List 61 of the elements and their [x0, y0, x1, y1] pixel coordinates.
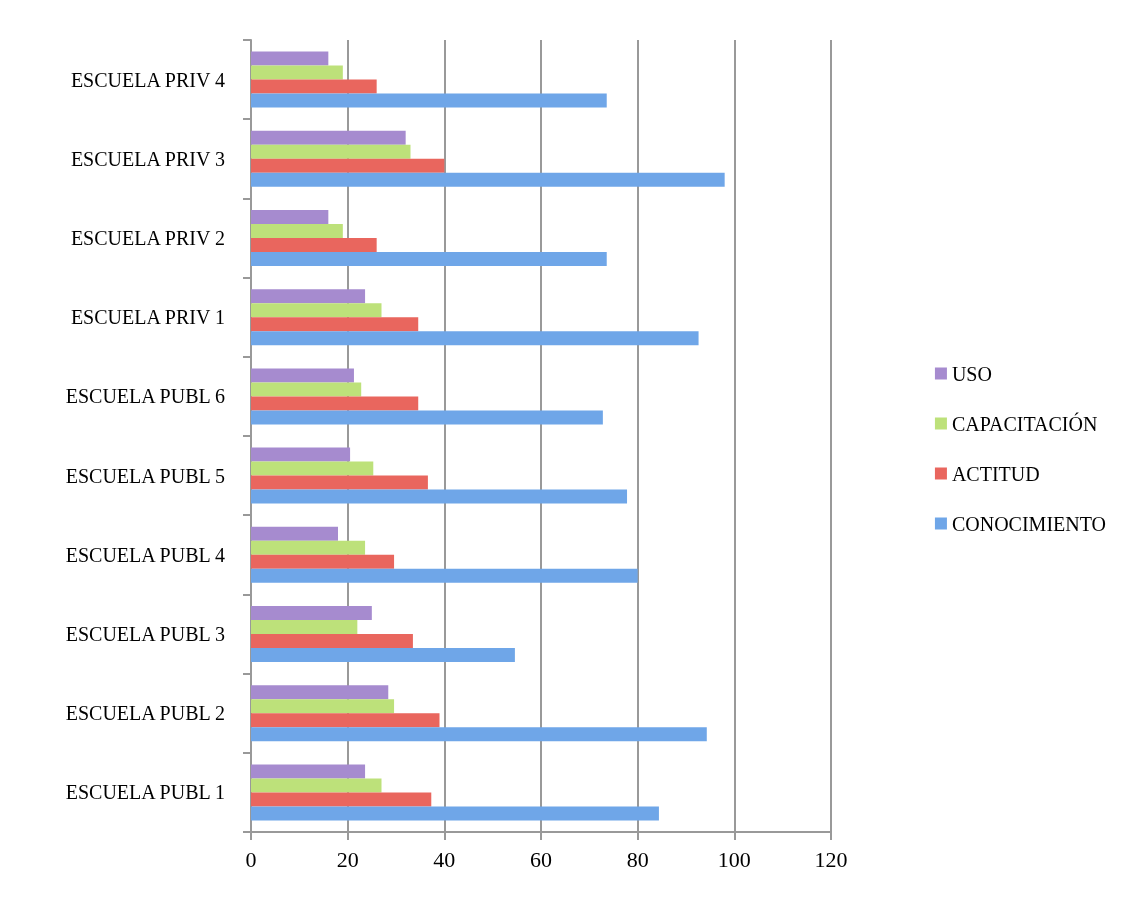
bar	[251, 713, 440, 728]
y-tick-label: ESCUELA PRIV 3	[70, 147, 225, 170]
bar	[251, 93, 607, 108]
x-tick-label: 40	[433, 846, 456, 872]
bar	[251, 764, 366, 779]
bar	[251, 382, 362, 397]
bar	[251, 554, 395, 569]
bar	[251, 606, 372, 620]
y-tick-label: ESCUELA PUBL 5	[65, 464, 225, 487]
bar	[251, 806, 659, 821]
bar	[251, 634, 413, 648]
y-tick-label: ESCUELA PUBL 2	[65, 702, 225, 725]
y-tick-label: ESCUELA PUBL 3	[65, 623, 225, 645]
y-tick-label: ESCUELA PRIV 2	[70, 227, 225, 249]
bar	[251, 130, 406, 145]
bar	[251, 317, 419, 332]
bar	[251, 79, 377, 94]
bar	[251, 778, 382, 793]
bar	[251, 699, 395, 714]
legend-label: USO	[951, 362, 992, 385]
y-tick-label: ESCUELA PUBL 4	[65, 543, 225, 566]
x-tick-label: 20	[336, 846, 359, 872]
bar	[251, 727, 707, 742]
bar	[251, 410, 603, 425]
bar	[251, 620, 358, 634]
bar	[251, 331, 699, 346]
bar	[251, 396, 419, 411]
bar	[251, 289, 366, 304]
legend-label: CAPACITACIÓN	[951, 411, 1098, 435]
bar	[251, 210, 329, 224]
bar	[251, 144, 411, 159]
bar	[251, 303, 382, 318]
bar	[251, 252, 607, 266]
bar	[251, 238, 377, 252]
bar	[251, 648, 515, 662]
bar	[251, 461, 374, 476]
bar	[251, 685, 389, 700]
x-tick-label: 80	[626, 846, 649, 872]
y-tick-label: ESCUELA PUBL 1	[65, 781, 225, 804]
bar	[251, 792, 432, 807]
x-tick-label: 60	[530, 846, 552, 872]
y-tick-label: ESCUELA PRIV 4	[70, 68, 225, 91]
bar	[251, 224, 343, 238]
y-tick-label: ESCUELA PUBL 6	[65, 385, 225, 408]
bar	[251, 368, 354, 383]
y-tick-label: ESCUELA PRIV 1	[70, 306, 225, 329]
bar	[251, 65, 343, 80]
bar	[251, 540, 366, 555]
bar	[251, 447, 351, 462]
legend-label: CONOCIMIENTO	[951, 512, 1107, 535]
bar	[251, 526, 338, 541]
bar	[251, 158, 445, 173]
bar	[251, 172, 725, 187]
bar	[251, 489, 628, 504]
x-tick-label: 120	[814, 846, 848, 872]
bar	[251, 475, 428, 490]
x-tick-label: 100	[717, 846, 751, 872]
legend-label: ACTITUD	[951, 462, 1040, 485]
x-tick-label: 0	[245, 846, 257, 872]
bar	[251, 51, 329, 66]
bar	[251, 568, 638, 583]
